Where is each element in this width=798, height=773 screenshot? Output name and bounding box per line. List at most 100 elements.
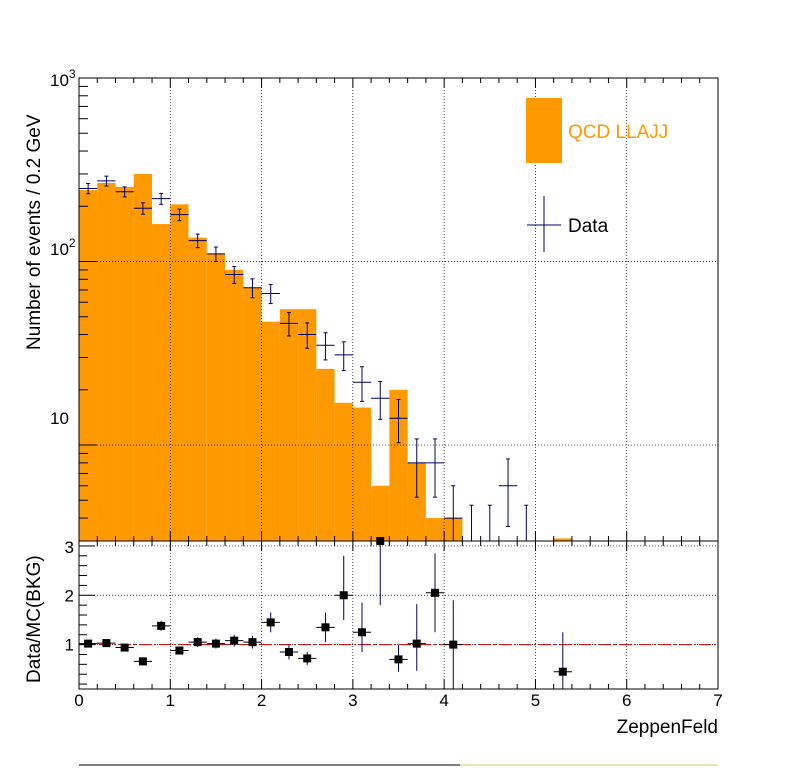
data-point [371, 380, 390, 420]
data-point [334, 341, 353, 371]
main-grid [79, 78, 718, 541]
data-point [225, 265, 244, 284]
ratio-point-marker [193, 638, 202, 647]
mc-bar [316, 368, 335, 541]
data-point [316, 332, 335, 361]
data-point [206, 246, 226, 263]
mc-bar [371, 485, 390, 541]
ratio-point-marker [321, 623, 330, 632]
ratio-point-marker [431, 588, 440, 597]
x-tick-label: 6 [622, 691, 631, 710]
ratio-point [243, 635, 262, 649]
data-point [79, 183, 98, 195]
mc-bar [279, 309, 299, 541]
ratio-point [352, 602, 372, 652]
legend: QCD LLAJJ Data [526, 98, 668, 252]
ratio-point [553, 632, 572, 689]
x-tick-label: 4 [439, 691, 448, 710]
ratio-point-marker [394, 655, 403, 664]
ratio-point [170, 646, 189, 655]
mc-bar [298, 309, 317, 541]
data-point [498, 458, 518, 527]
ratio-point-marker [303, 654, 312, 663]
ratio-point [152, 620, 171, 631]
ratio-point [298, 652, 317, 665]
data-point [279, 312, 299, 337]
ratio-y-tick-labels: 1 2 3 [65, 538, 74, 655]
ratio-point-marker [84, 639, 93, 648]
ratio-grid [79, 541, 718, 689]
x-tick-labels: 0 1 2 3 4 5 6 7 [74, 691, 722, 710]
mc-bar [97, 182, 116, 542]
x-tick-label: 1 [166, 691, 175, 710]
legend-mc-label: QCD LLAJJ [568, 122, 668, 143]
ratio-point-marker [175, 646, 184, 655]
x-tick-label: 5 [531, 691, 540, 710]
ratio-point [97, 639, 116, 648]
ratio-point [389, 644, 408, 672]
ratio-y-tick-label: 3 [65, 538, 74, 557]
ratio-point [334, 555, 353, 620]
mc-bar [206, 253, 226, 541]
data-point [170, 208, 189, 222]
mc-bar [170, 204, 189, 541]
data-point [298, 322, 317, 349]
ratio-axis-ticks [78, 541, 719, 689]
mc-bar [133, 173, 153, 541]
ratio-point [206, 638, 226, 649]
mc-bar [152, 224, 171, 541]
ratio-point [407, 604, 426, 671]
ratio-point-marker [449, 640, 458, 649]
mc-bar [389, 389, 408, 541]
ratio-point [115, 643, 134, 652]
legend-mc-swatch [526, 98, 562, 163]
y-tick-label-10: 10 [50, 409, 69, 428]
data-point [188, 233, 207, 249]
ratio-y-axis-title: Data/MC(BKG) [24, 555, 45, 683]
data-point [97, 175, 116, 187]
ratio-point-marker [211, 639, 220, 648]
y-axis-title: Number of events / 0.2 GeV [24, 114, 45, 350]
mc-bar [188, 237, 207, 541]
data-point [407, 438, 426, 498]
mc-bar [115, 186, 134, 541]
ratio-point [225, 634, 244, 647]
ratio-y-tick-label: 1 [65, 636, 74, 655]
x-tick-label: 7 [713, 691, 722, 710]
data-point [115, 186, 134, 198]
mc-bar [425, 518, 445, 541]
ratio-point [444, 600, 463, 689]
ratio-point [279, 644, 299, 660]
x-tick-label: 0 [74, 691, 83, 710]
ratio-point-marker [120, 643, 129, 652]
x-tick-label: 2 [257, 691, 266, 710]
x-tick-label: 3 [348, 691, 357, 710]
main-histogram-panel: 10 102 103 Number of events / 0.2 GeV QC… [24, 67, 719, 542]
data-point [152, 192, 171, 205]
mc-bar [225, 269, 244, 541]
ratio-point-marker [138, 657, 147, 666]
data-point [261, 283, 280, 305]
ratio-point-marker [157, 621, 166, 630]
data-point [243, 278, 262, 299]
ratio-point [425, 553, 445, 633]
data-point [444, 485, 463, 541]
data-point [425, 438, 445, 498]
ratio-point-marker [412, 639, 421, 648]
ratio-point [188, 637, 207, 648]
mc-bar [407, 462, 426, 541]
ratio-y-tick-label: 2 [65, 586, 74, 605]
legend-data-label: Data [568, 216, 609, 237]
ratio-point-marker [248, 638, 257, 647]
mc-bar [243, 287, 262, 541]
ratio-point-marker [339, 591, 348, 600]
ratio-point-marker [357, 628, 366, 637]
mc-bar [79, 190, 98, 541]
ratio-panel: 0 1 2 3 4 5 6 7 1 2 3 Data/MC(BKG) ZeppenFeld [24, 537, 723, 738]
ratio-point [316, 612, 335, 643]
x-axis-title: ZeppenFeld [617, 717, 718, 738]
ratio-point-marker [284, 648, 293, 656]
data-point [352, 366, 372, 402]
mc-bar [553, 538, 572, 541]
